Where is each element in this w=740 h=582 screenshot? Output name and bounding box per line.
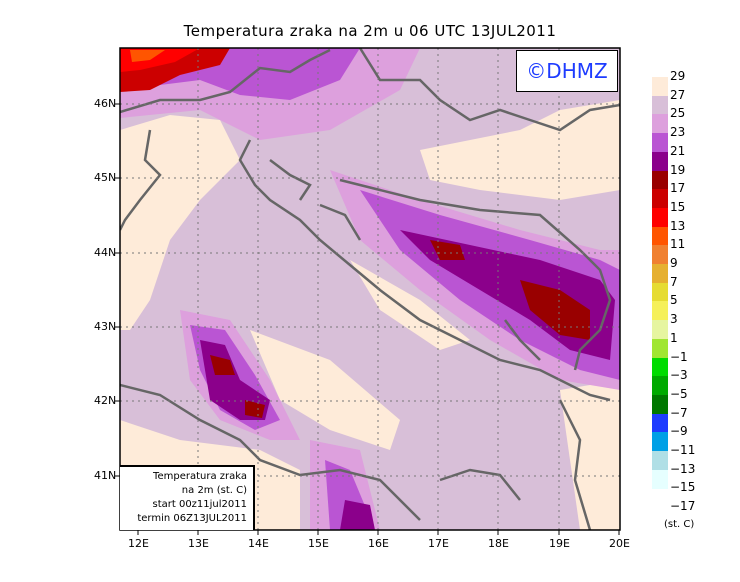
legend-swatch bbox=[652, 151, 668, 171]
legend-swatch bbox=[652, 114, 668, 134]
legend-label: −1 bbox=[670, 349, 688, 364]
legend-swatch bbox=[652, 432, 668, 452]
y-tick-label: 43N bbox=[94, 320, 117, 333]
legend-swatch bbox=[652, 189, 668, 209]
dhmz-logo: ©DHMZ bbox=[516, 50, 618, 92]
x-tick-label: 18E bbox=[488, 537, 509, 550]
legend-swatch bbox=[652, 170, 668, 190]
temperature-field bbox=[120, 48, 620, 530]
legend-swatch bbox=[652, 469, 668, 489]
zone-17-19 bbox=[520, 280, 590, 340]
legend-swatch bbox=[652, 264, 668, 284]
info-line: start 00z11jul2011 bbox=[152, 499, 247, 510]
y-tick-label: 42N bbox=[94, 394, 117, 407]
legend-swatch bbox=[652, 95, 668, 115]
x-tick-label: 13E bbox=[188, 537, 209, 550]
legend-label: 27 bbox=[670, 87, 686, 102]
x-tick-label: 17E bbox=[428, 537, 449, 550]
legend-label: −13 bbox=[670, 461, 696, 476]
legend-label: 21 bbox=[670, 143, 686, 158]
info-line: Temperatura zraka bbox=[153, 471, 247, 482]
legend-label: −7 bbox=[670, 405, 688, 420]
legend-unit: (st. C) bbox=[664, 519, 695, 530]
info-box: Temperatura zraka na 2m (st. C) start 00… bbox=[120, 465, 255, 530]
zone-warm bbox=[120, 115, 240, 330]
legend-label: 23 bbox=[670, 125, 686, 140]
legend-label: 11 bbox=[670, 237, 686, 252]
legend-swatch bbox=[652, 301, 668, 321]
x-tick-label: 16E bbox=[368, 537, 389, 550]
legend-swatch bbox=[652, 207, 668, 228]
legend-swatch bbox=[652, 77, 668, 97]
zone-warm bbox=[250, 330, 400, 450]
legend-label: 7 bbox=[670, 274, 678, 289]
legend-label: −9 bbox=[670, 424, 688, 439]
legend-swatch bbox=[652, 376, 668, 396]
zone-warm bbox=[560, 380, 620, 530]
y-tick-label: 46N bbox=[94, 97, 117, 110]
zone-19-21 bbox=[340, 500, 375, 530]
legend-swatch bbox=[652, 133, 668, 153]
map-frame bbox=[119, 47, 621, 531]
legend-label: 3 bbox=[670, 312, 678, 327]
info-line: termin 06Z13JUL2011 bbox=[137, 513, 247, 524]
legend-swatch bbox=[652, 451, 668, 471]
legend-label: 5 bbox=[670, 293, 678, 308]
zone-9-11 bbox=[130, 50, 165, 62]
legend-label: 13 bbox=[670, 218, 686, 233]
x-tick-label: 14E bbox=[248, 537, 269, 550]
legend-label: 19 bbox=[670, 162, 686, 177]
y-tick-label: 45N bbox=[94, 171, 117, 184]
coastline bbox=[120, 48, 620, 530]
zone-17-19 bbox=[430, 240, 465, 260]
zone-17-19 bbox=[245, 400, 265, 418]
legend-label: 15 bbox=[670, 199, 686, 214]
y-tick-label: 44N bbox=[94, 246, 117, 259]
legend-label: −15 bbox=[670, 480, 696, 495]
legend-label: −17 bbox=[670, 499, 696, 514]
tick-marks bbox=[115, 103, 620, 535]
x-tick-label: 12E bbox=[128, 537, 149, 550]
legend-swatch bbox=[652, 282, 668, 302]
legend-swatch bbox=[652, 226, 668, 246]
info-line: na 2m (st. C) bbox=[181, 485, 247, 496]
chart-title: Temperatura zraka na 2m u 06 UTC 13JUL20… bbox=[183, 22, 557, 40]
zone-warm bbox=[420, 100, 620, 200]
legend-label: 17 bbox=[670, 181, 686, 196]
legend-label: −11 bbox=[670, 443, 696, 457]
legend-label: −3 bbox=[670, 368, 688, 383]
y-tick-label: 41N bbox=[94, 469, 117, 482]
x-tick-label: 15E bbox=[308, 537, 329, 550]
legend-label: 1 bbox=[670, 330, 678, 345]
zone-17-19 bbox=[210, 355, 235, 375]
gridlines bbox=[120, 48, 620, 530]
legend-swatch bbox=[652, 320, 668, 340]
legend-swatch bbox=[652, 394, 668, 415]
legend-label: 25 bbox=[670, 106, 686, 121]
legend-swatch bbox=[652, 338, 668, 358]
legend-swatch bbox=[652, 357, 668, 377]
legend-swatch bbox=[652, 245, 668, 265]
x-tick-label: 19E bbox=[549, 537, 570, 550]
legend-label: 29 bbox=[670, 69, 686, 83]
legend-swatch bbox=[652, 413, 668, 433]
x-tick-label: 20E bbox=[609, 537, 630, 550]
legend-label: −5 bbox=[670, 386, 688, 401]
legend-label: 9 bbox=[670, 256, 678, 270]
